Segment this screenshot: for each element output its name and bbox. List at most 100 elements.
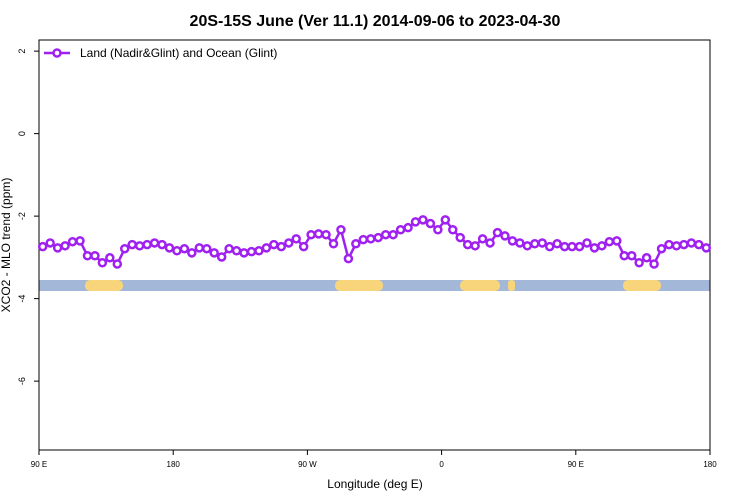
point <box>276 241 287 252</box>
point <box>157 239 167 250</box>
legend-marker <box>52 48 62 58</box>
point <box>515 238 525 248</box>
point <box>82 250 93 261</box>
y-tick-label: -6 <box>17 377 27 385</box>
point <box>477 234 488 244</box>
legend-label: Land (Nadir&Glint) and Ocean (Glint) <box>80 46 277 60</box>
point <box>97 257 108 268</box>
x-tick-label: 180 <box>703 460 717 469</box>
point <box>373 232 383 243</box>
surface-band <box>39 280 710 291</box>
point <box>686 238 697 248</box>
point <box>164 243 175 253</box>
point <box>619 250 630 261</box>
point <box>306 229 316 240</box>
x-tick-label: 0 <box>439 460 444 469</box>
land-band <box>508 280 515 291</box>
x-tick-label: 180 <box>167 460 181 469</box>
point <box>440 215 451 225</box>
point <box>60 241 70 251</box>
chart-title: 20S-15S June (Ver 11.1) 2014-09-06 to 20… <box>190 13 561 30</box>
point <box>298 241 309 252</box>
point <box>336 224 346 235</box>
point <box>455 232 465 243</box>
point <box>589 243 600 253</box>
point <box>209 248 219 258</box>
point <box>694 239 704 250</box>
x-tick-label: 90 E <box>31 460 47 469</box>
point <box>470 241 480 251</box>
point <box>313 229 324 239</box>
y-tick-label: 0 <box>17 131 27 136</box>
point <box>671 241 682 251</box>
point <box>351 239 361 249</box>
point <box>224 243 234 254</box>
point <box>127 239 137 250</box>
point <box>291 234 301 244</box>
point <box>597 241 607 251</box>
point <box>485 238 495 248</box>
point <box>119 243 130 254</box>
point <box>216 252 227 262</box>
point <box>134 241 145 251</box>
point <box>261 243 272 253</box>
point <box>544 241 555 252</box>
point <box>448 224 458 235</box>
point <box>664 239 674 250</box>
point <box>321 229 331 240</box>
point <box>634 257 644 268</box>
point <box>142 239 152 250</box>
point <box>522 241 533 251</box>
point <box>149 238 160 248</box>
point <box>105 253 115 263</box>
point <box>194 243 205 253</box>
point <box>462 239 473 250</box>
point <box>507 236 518 246</box>
point <box>604 236 615 247</box>
point <box>395 224 406 235</box>
x-axis-label: Longitude (deg E) <box>327 477 422 491</box>
point <box>537 238 547 248</box>
point <box>656 243 667 254</box>
point <box>574 241 585 252</box>
point <box>612 236 622 246</box>
point <box>358 234 369 245</box>
point <box>75 236 85 246</box>
point <box>582 238 592 248</box>
point <box>530 239 540 249</box>
point <box>366 234 376 244</box>
point <box>492 227 503 238</box>
point <box>179 243 190 254</box>
point <box>45 238 55 248</box>
point <box>284 238 294 248</box>
point <box>239 248 249 258</box>
point <box>388 229 398 240</box>
point <box>679 239 689 250</box>
point <box>328 239 339 249</box>
x-tick-label: 90 E <box>568 460 584 469</box>
point <box>231 246 242 256</box>
point <box>52 243 63 253</box>
point <box>567 241 577 252</box>
point <box>380 229 391 240</box>
point <box>410 217 421 227</box>
point <box>269 239 279 250</box>
point <box>90 250 100 261</box>
point <box>202 243 212 254</box>
land-band <box>460 280 500 291</box>
point <box>559 241 570 252</box>
point <box>254 246 264 256</box>
point <box>641 253 652 263</box>
point <box>37 241 48 252</box>
point <box>425 218 436 229</box>
point <box>172 246 182 256</box>
point <box>649 259 659 269</box>
point <box>343 253 354 264</box>
point <box>433 224 443 235</box>
y-tick-label: 2 <box>17 49 27 54</box>
point <box>187 248 197 258</box>
point <box>500 231 510 241</box>
x-tick-label: 90 W <box>298 460 317 469</box>
y-axis-label: XCO2 - MLO trend (ppm) <box>0 178 13 313</box>
